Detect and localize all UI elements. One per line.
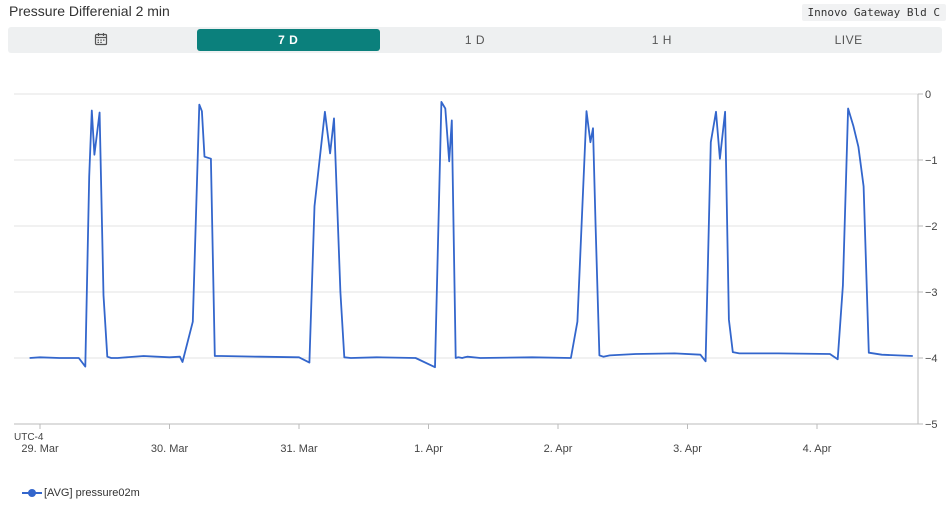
y-tick-label: −3 xyxy=(925,287,938,299)
x-tick-label: 29. Mar xyxy=(21,443,59,455)
y-tick-label: −4 xyxy=(925,353,938,365)
legend-swatch xyxy=(22,488,42,498)
calendar-icon xyxy=(94,32,108,49)
y-tick-label: −2 xyxy=(925,221,938,233)
y-tick-label: 0 xyxy=(925,89,931,101)
x-tick-label: 4. Apr xyxy=(803,443,832,455)
gateway-badge[interactable]: Innovo Gateway Bld C xyxy=(801,4,946,21)
x-tick-label: 2. Apr xyxy=(544,443,573,455)
x-tick-label: 30. Mar xyxy=(151,443,189,455)
tab-1h[interactable]: 1 H xyxy=(651,33,672,47)
y-tick-label: −5 xyxy=(925,419,938,431)
tab-7d[interactable]: 7 D xyxy=(196,29,380,51)
series-line-pressure02m xyxy=(29,101,913,369)
tab-live[interactable]: LIVE xyxy=(834,33,863,47)
page-title: Pressure Differenial 2 min xyxy=(9,3,170,19)
x-tick-label: 1. Apr xyxy=(414,443,443,455)
legend-label: [AVG] pressure02m xyxy=(44,487,140,499)
chart-legend[interactable]: [AVG] pressure02m xyxy=(22,487,140,499)
tab-1d[interactable]: 1 D xyxy=(464,33,486,47)
timezone-label: UTC-4 xyxy=(14,432,44,443)
time-range-tabs: 7 D 1 D 1 H LIVE xyxy=(8,27,942,53)
pressure-line-chart: 0 −1 −2 −3 −4 −5 29. Mar 30. Mar 31. Mar 1. Apr 2.… xyxy=(14,89,938,455)
y-tick-label: −1 xyxy=(925,155,938,167)
x-tick-label: 31. Mar xyxy=(280,443,318,455)
x-tick-label: 3. Apr xyxy=(673,443,702,455)
tab-calendar[interactable] xyxy=(10,29,193,51)
